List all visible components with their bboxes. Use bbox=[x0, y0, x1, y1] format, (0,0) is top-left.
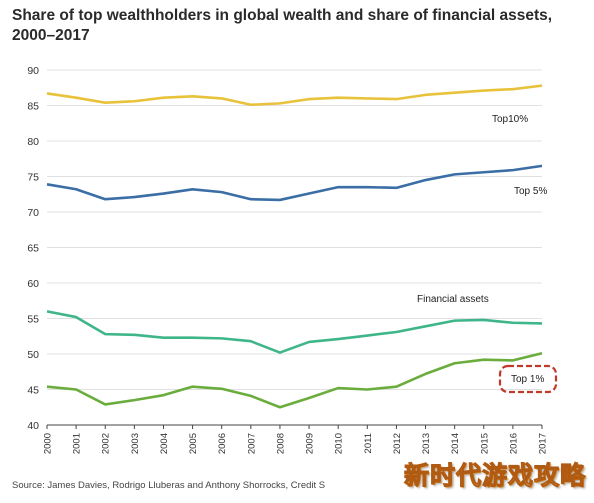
x-tick-2017: 2017 bbox=[538, 433, 549, 454]
y-tick-75: 75 bbox=[27, 172, 39, 184]
label-top10: Top10% bbox=[492, 114, 528, 125]
x-tick-2000: 2000 bbox=[43, 433, 54, 454]
y-tick-70: 70 bbox=[27, 207, 39, 219]
x-tick-2001: 2001 bbox=[72, 433, 83, 454]
y-tick-55: 55 bbox=[27, 314, 39, 326]
series-line-2 bbox=[46, 310, 543, 354]
x-tick-2006: 2006 bbox=[217, 433, 228, 454]
label-top1: Top 1% bbox=[511, 374, 544, 385]
watermark: 新时代游戏攻略 bbox=[403, 461, 586, 491]
x-tick-2005: 2005 bbox=[188, 433, 199, 454]
x-tick-2012: 2012 bbox=[392, 433, 403, 454]
grid-lines bbox=[47, 69, 542, 426]
x-tick-2015: 2015 bbox=[479, 433, 490, 454]
label-top5: Top 5% bbox=[514, 186, 547, 197]
x-tick-2013: 2013 bbox=[421, 433, 432, 454]
series-labels: Top10% Top 5% Financial assets Top 1% bbox=[417, 114, 558, 394]
x-tick-2003: 2003 bbox=[130, 433, 141, 454]
x-tick-labels: 2000 2001 2002 2003 2004 2005 2006 2007 2008 2009… bbox=[43, 425, 549, 454]
x-tick-2010: 2010 bbox=[334, 433, 345, 454]
x-tick-2009: 2009 bbox=[305, 433, 316, 454]
chart-title: Share of top wealthholders in global wea… bbox=[12, 7, 553, 44]
y-tick-65: 65 bbox=[27, 243, 39, 255]
y-tick-85: 85 bbox=[27, 101, 39, 113]
series-line-1 bbox=[46, 164, 543, 202]
y-tick-50: 50 bbox=[27, 349, 39, 361]
x-tick-2002: 2002 bbox=[101, 433, 112, 454]
x-tick-2011: 2011 bbox=[363, 433, 374, 453]
x-tick-2004: 2004 bbox=[159, 433, 170, 454]
series-line-0 bbox=[46, 84, 543, 107]
y-tick-40: 40 bbox=[27, 420, 39, 432]
y-tick-60: 60 bbox=[27, 278, 39, 290]
y-tick-labels: 40 45 50 55 60 65 70 75 80 85 90 bbox=[27, 65, 39, 432]
source-note: Source: James Davies, Rodrigo Lluberas a… bbox=[12, 480, 326, 491]
x-tick-2016: 2016 bbox=[508, 433, 519, 454]
label-financial-assets: Financial assets bbox=[417, 294, 489, 305]
x-tick-2007: 2007 bbox=[246, 433, 257, 454]
y-tick-90: 90 bbox=[27, 65, 39, 77]
y-tick-45: 45 bbox=[27, 385, 39, 397]
y-tick-80: 80 bbox=[27, 136, 39, 148]
x-tick-2008: 2008 bbox=[275, 433, 286, 454]
series-lines bbox=[46, 84, 543, 409]
top1-highlight-box bbox=[498, 364, 558, 394]
x-tick-2014: 2014 bbox=[450, 433, 461, 454]
series-line-3 bbox=[46, 352, 543, 409]
